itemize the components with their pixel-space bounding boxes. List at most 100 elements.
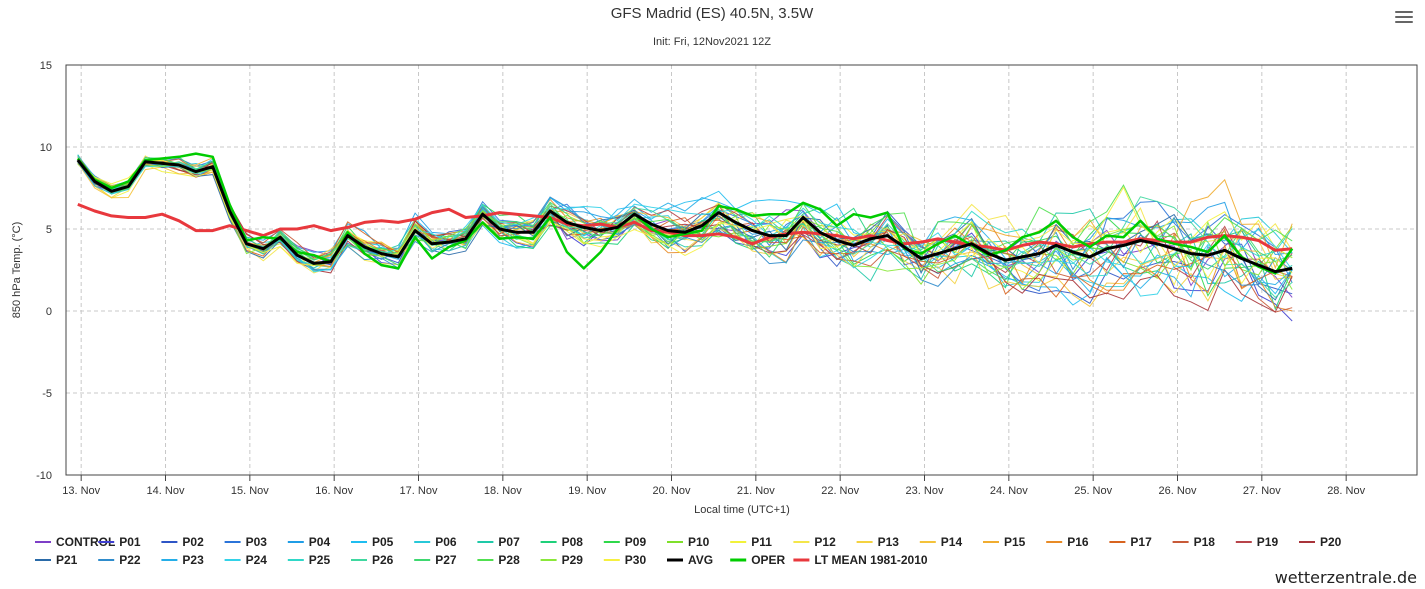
legend-item-lt-mean-1981-2010[interactable]: LT MEAN 1981-2010 (793, 553, 928, 567)
y-tick-labels: -10 -5 0 5 10 15 (36, 60, 52, 482)
legend-label: P23 (182, 553, 204, 567)
legend-label: P18 (1194, 535, 1216, 549)
hamburger-menu-icon[interactable] (1395, 8, 1413, 24)
series-line-p01 (77, 159, 1293, 322)
legend-label: P14 (941, 535, 963, 549)
x-tick-label: 26. Nov (1159, 485, 1197, 497)
y-tick-label: 15 (40, 60, 52, 72)
x-tick-label: 21. Nov (737, 485, 775, 497)
x-tick-label: 15. Nov (231, 485, 269, 497)
legend-item-p04[interactable]: P04 (287, 535, 331, 549)
legend-item-control[interactable]: CONTROL (35, 535, 115, 549)
y-tick-label: 10 (40, 142, 52, 154)
x-tick-label: 28. Nov (1327, 485, 1365, 497)
legend-item-p08[interactable]: P08 (540, 535, 584, 549)
x-tick-label: 14. Nov (147, 485, 185, 497)
legend-label: P30 (625, 553, 647, 567)
legend-item-p15[interactable]: P15 (983, 535, 1026, 549)
legend-label: P27 (435, 553, 457, 567)
x-tick-label: 17. Nov (400, 485, 438, 497)
legend-label: P12 (814, 535, 836, 549)
legend-label: P10 (688, 535, 710, 549)
legend-item-oper[interactable]: OPER (730, 553, 786, 567)
legend-item-p03[interactable]: P03 (224, 535, 268, 549)
legend-label: P28 (498, 553, 520, 567)
legend-item-p16[interactable]: P16 (1046, 535, 1089, 549)
x-tick-label: 22. Nov (821, 485, 859, 497)
legend-item-p24[interactable]: P24 (224, 553, 268, 567)
legend-item-p09[interactable]: P09 (603, 535, 647, 549)
x-tick-labels: 13. Nov 14. Nov 15. Nov 16. Nov 17. Nov 18. N… (62, 485, 1365, 497)
series-line-p22 (77, 158, 1293, 287)
x-tick-label: 24. Nov (990, 485, 1028, 497)
legend-label: P08 (562, 535, 584, 549)
legend-item-p28[interactable]: P28 (477, 553, 520, 567)
x-tick-label: 19. Nov (568, 485, 606, 497)
legend-item-p25[interactable]: P25 (287, 553, 331, 567)
series-line-p09 (77, 159, 1293, 297)
legend-item-p07[interactable]: P07 (477, 535, 520, 549)
legend-label: P09 (625, 535, 647, 549)
legend-item-p13[interactable]: P13 (856, 535, 900, 549)
legend-label: AVG (688, 553, 713, 567)
legend-item-p22[interactable]: P22 (98, 553, 141, 567)
legend-label: P26 (372, 553, 394, 567)
y-tick-label: -5 (42, 388, 52, 400)
mean-lines (76, 152, 1294, 275)
legend-item-p23[interactable]: P23 (161, 553, 204, 567)
legend-item-avg[interactable]: AVG (667, 553, 713, 567)
series-line-avg (76, 159, 1293, 274)
x-tick-label: 25. Nov (1074, 485, 1112, 497)
legend-item-p06[interactable]: P06 (414, 535, 457, 549)
x-tick-label: 13. Nov (62, 485, 100, 497)
legend-item-p29[interactable]: P29 (540, 553, 584, 567)
legend-item-p21[interactable]: P21 (35, 553, 78, 567)
legend-label: P05 (372, 535, 394, 549)
y-tick-label: 5 (46, 224, 52, 236)
legend-label: P13 (878, 535, 900, 549)
legend-label: P25 (309, 553, 331, 567)
legend-label: P11 (751, 535, 772, 549)
legend-item-p01[interactable]: P01 (98, 535, 141, 549)
series-line-p28 (77, 157, 1293, 267)
legend-item-p20[interactable]: P20 (1299, 535, 1342, 549)
legend-item-p10[interactable]: P10 (667, 535, 710, 549)
legend-label: P22 (119, 553, 141, 567)
legend-item-p02[interactable]: P02 (161, 535, 204, 549)
plot-frame (65, 64, 1418, 476)
series-line-lt-mean (77, 203, 1293, 252)
legend-item-p30[interactable]: P30 (603, 553, 647, 567)
legend-label: P02 (182, 535, 204, 549)
x-tick-label: 16. Nov (315, 485, 353, 497)
legend-item-p11[interactable]: P11 (730, 535, 772, 549)
series-line-p13 (77, 159, 1293, 302)
x-tick-label: 27. Nov (1243, 485, 1281, 497)
legend-label: LT MEAN 1981-2010 (814, 553, 927, 567)
legend-label: P20 (1320, 535, 1342, 549)
legend-label: OPER (751, 553, 785, 567)
legend-item-p26[interactable]: P26 (351, 553, 394, 567)
chart-title: GFS Madrid (ES) 40.5N, 3.5W (611, 5, 814, 22)
legend-label: P21 (56, 553, 78, 567)
legend-item-p05[interactable]: P05 (351, 535, 394, 549)
series-line-p10 (77, 161, 1293, 286)
series-line-p23 (77, 161, 1293, 298)
legend-item-p14[interactable]: P14 (919, 535, 963, 549)
legend: CONTROL P01 P02 P03 P04 P05 P06 P07 P08 P09 P10 P11… (35, 535, 1342, 567)
y-tick-label: -10 (36, 470, 52, 482)
x-tick-label: 18. Nov (484, 485, 522, 497)
legend-item-p18[interactable]: P18 (1172, 535, 1216, 549)
legend-item-p19[interactable]: P19 (1235, 535, 1279, 549)
legend-label: P06 (435, 535, 457, 549)
legend-label: P16 (1067, 535, 1089, 549)
legend-item-p12[interactable]: P12 (793, 535, 836, 549)
y-axis-title: 850 hPa Temp. (°C) (11, 222, 23, 319)
legend-label: P01 (119, 535, 141, 549)
grid (66, 65, 1417, 481)
y-tick-label: 0 (46, 306, 52, 318)
legend-label: CONTROL (56, 535, 115, 549)
legend-label: P24 (246, 553, 268, 567)
legend-item-p27[interactable]: P27 (414, 553, 457, 567)
legend-item-p17[interactable]: P17 (1109, 535, 1152, 549)
